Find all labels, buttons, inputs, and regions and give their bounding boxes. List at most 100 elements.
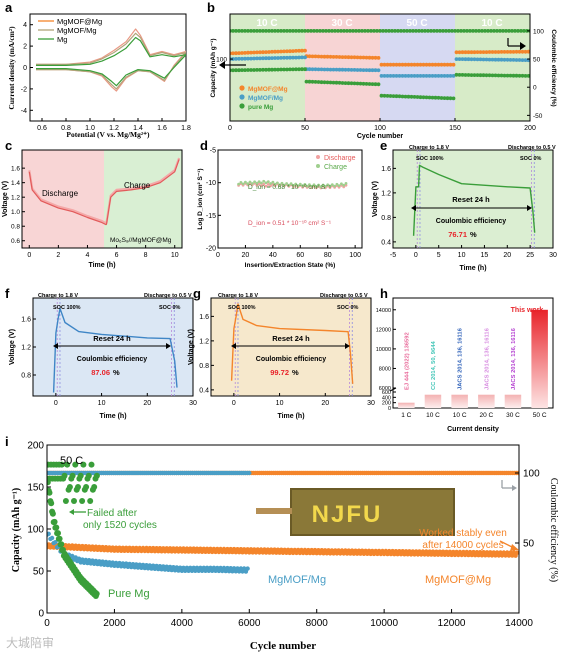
rate-point-3: [475, 73, 480, 77]
rate-point-2: [436, 74, 441, 78]
panel-letter-f: f: [5, 286, 10, 301]
rate-point-3: [406, 94, 411, 99]
rate-point-2: [364, 68, 369, 72]
rate-point-1: [340, 55, 345, 59]
ce-point: [489, 29, 493, 33]
x-tick-i: 8000: [306, 618, 329, 629]
ce-point: [306, 29, 310, 33]
rate-point-1: [424, 62, 429, 67]
ce-point: [318, 29, 322, 33]
ce-point: [498, 29, 502, 33]
ce-point: [501, 29, 505, 33]
ce-point: [315, 29, 319, 33]
y-tick-i-left: 50: [33, 567, 45, 578]
panel-letter-b: b: [207, 0, 215, 15]
rate-point-2: [234, 57, 238, 61]
rate-point-1: [285, 49, 289, 54]
rate-point-3: [349, 81, 354, 86]
capacity-point-3: [93, 590, 100, 597]
x-tick-i: 6000: [238, 618, 261, 629]
y-tick-h: 200: [382, 401, 391, 407]
rate-point-1: [421, 62, 426, 67]
long-cycling-points: [47, 461, 519, 599]
rate-point-1: [282, 49, 286, 54]
rate-point-3: [267, 67, 271, 72]
y-tick: 1.6: [199, 314, 209, 321]
worked-arrow: [499, 540, 519, 551]
legend-label-d-charge: Charge: [324, 164, 347, 171]
y-tick-h: 8000: [379, 366, 391, 372]
axis-ticks-g: 0 10 20 30 1.6 1.2 0.8 0.4: [199, 314, 375, 407]
rate-point-3: [291, 67, 295, 72]
legend-label-b-mgmof-slash-mg: MgMOF/Mg: [248, 95, 283, 102]
rate-point-1: [252, 50, 256, 55]
axis-ticks-c: 0 2 4 6 8 10 1.6 1.4 1.2 1.0 0.8 0.6: [11, 166, 179, 259]
y-axis-label-i-left: Capacity (mAh g⁻¹): [11, 488, 22, 572]
rate-point-2: [424, 74, 429, 78]
x-tick-h: 20 C: [479, 412, 493, 419]
y-tick-i-left: 100: [27, 525, 44, 536]
diffusion-point-2: [324, 185, 327, 188]
ce-point-pure-mg: [85, 472, 92, 479]
bar-1: [398, 402, 415, 408]
rate-point-3: [511, 73, 516, 78]
arrow-left-b: [219, 61, 246, 69]
ce-point: [333, 29, 337, 33]
axis-ticks-a: 0.6 0.8 1.0 1.2 1.4 1.6 1.8 4 2 0 -2 -4: [21, 22, 191, 132]
diffusion-point-2: [317, 183, 320, 187]
diffusion-point-1: [271, 182, 275, 186]
diffusion-point-2: [328, 184, 332, 188]
y-tick-i-left: 150: [27, 483, 44, 494]
diffusion-points: [237, 179, 348, 190]
rate-point-3: [264, 67, 268, 72]
y-tick: 0.8: [381, 215, 391, 222]
ce-point: [438, 29, 442, 33]
voltage-curve: [52, 307, 178, 393]
pure-mg-label: Pure Mg: [108, 588, 150, 600]
rate-point-3: [496, 73, 501, 78]
self-discharge-curve-f: [52, 298, 178, 396]
charge-to-label-e: Charge to 1.8 V: [409, 145, 449, 151]
bar-3: [451, 394, 468, 408]
x-axis-label-d: Insertion/Extraction State (%): [245, 262, 336, 269]
x-tick-i: 2000: [103, 618, 126, 629]
x-tick-i: 0: [44, 618, 50, 629]
diffusion-point-2: [244, 180, 247, 184]
rate-point-3: [370, 82, 375, 86]
plot-frame-d: [217, 149, 363, 249]
rate-point-2: [457, 57, 462, 61]
rate-point-3: [499, 73, 504, 78]
rate-point-3: [246, 68, 250, 72]
diffusion-point-2: [335, 182, 339, 186]
diffusion-point-2: [301, 184, 304, 188]
rate-point-3: [304, 79, 309, 84]
rate-point-1: [264, 50, 268, 54]
mgmof-mg-label: MgMOF@Mg: [425, 574, 491, 586]
rate-point-1: [496, 50, 501, 54]
panel-g: g 0 10 20 30 1.6 1.2 0.8 0.4 Charge to 1.8 V Di…: [188, 286, 375, 420]
x-tick-d: 0: [216, 252, 220, 259]
rate-point-3: [448, 96, 453, 101]
rate-point-2: [490, 57, 495, 62]
rate-point-1: [481, 50, 486, 54]
rate-point-2: [340, 67, 345, 72]
ce-point-pure-mg: [88, 461, 95, 468]
ce-point: [279, 29, 283, 33]
rate-point-1: [376, 56, 381, 60]
y-axis-label-e: Voltage (V): [372, 181, 379, 217]
rate-point-2: [463, 57, 468, 62]
ce-point: [486, 29, 490, 33]
diffusion-point-2: [253, 180, 256, 184]
ce-point: [276, 29, 280, 33]
rate-point-1: [436, 62, 441, 67]
rate-point-2: [294, 55, 298, 60]
rate-point-1: [349, 55, 354, 60]
diffusion-point-2: [326, 183, 330, 187]
rate-point-1: [249, 50, 253, 55]
rate-point-2: [285, 55, 289, 60]
diffusion-point-2: [298, 182, 302, 186]
rate-point-3: [288, 67, 292, 72]
rate-point-1: [352, 55, 357, 60]
x-tick-c: 2: [56, 252, 60, 259]
axis-ticks-f: 0 10 20 30 1.6 1.2 0.8: [21, 317, 197, 408]
